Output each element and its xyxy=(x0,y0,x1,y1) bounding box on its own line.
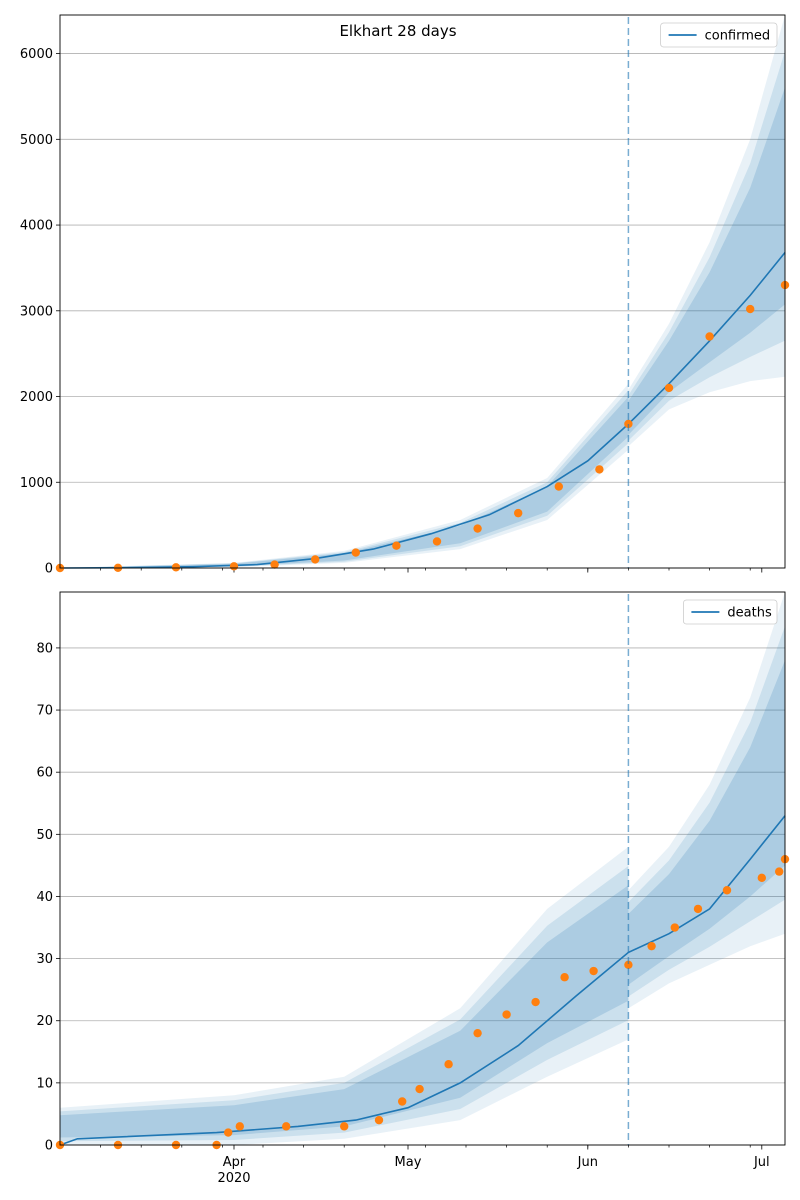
observed-point xyxy=(595,465,604,474)
y-tick-label: 20 xyxy=(36,1014,53,1029)
y-tick-label: 2000 xyxy=(20,390,53,405)
observed-point xyxy=(514,508,523,518)
uncertainty-band xyxy=(628,51,785,441)
observed-point xyxy=(473,524,482,533)
y-tick-label: 50 xyxy=(36,828,53,843)
x-tick-label: May xyxy=(395,1155,422,1170)
observed-point xyxy=(757,873,766,883)
x-tick-year-label: 2020 xyxy=(217,1171,250,1186)
confirmed-panel: 0 1000 2000 3000 4000 5000 6000 confirmed xyxy=(20,14,790,577)
observed-point xyxy=(398,1097,407,1106)
observed-point xyxy=(624,960,633,970)
observed-point xyxy=(270,560,279,569)
y-tick-label: 6000 xyxy=(20,47,53,62)
uncertainty-band xyxy=(60,885,629,1138)
observed-point xyxy=(473,1028,482,1038)
uncertainty-band xyxy=(60,866,629,1142)
observed-point xyxy=(311,555,320,564)
legend-box xyxy=(683,599,778,625)
y-tick-label: 1000 xyxy=(20,476,53,491)
observed-point xyxy=(775,867,784,876)
y-tick-label: 4000 xyxy=(20,219,53,234)
axes-frame xyxy=(59,14,786,569)
observed-point xyxy=(340,1122,349,1131)
y-tick-label: 5000 xyxy=(20,133,53,148)
y-tick-label: 80 xyxy=(36,641,53,656)
x-tick-label: Apr xyxy=(223,1155,246,1170)
y-tick-label: 0 xyxy=(45,1139,53,1154)
observed-point xyxy=(502,1010,511,1019)
uncertainty-band xyxy=(628,660,785,985)
observed-point xyxy=(693,904,703,914)
observed-point xyxy=(624,419,633,429)
observed-point xyxy=(560,973,569,982)
axes-frame xyxy=(59,591,786,1146)
observed-point xyxy=(531,997,540,1007)
y-tick-label: 10 xyxy=(36,1076,53,1091)
observed-point xyxy=(705,332,714,341)
observed-point xyxy=(224,1128,233,1137)
uncertainty-band xyxy=(628,626,785,997)
observed-point xyxy=(432,537,442,546)
observed-point xyxy=(374,1115,384,1125)
uncertainty-band xyxy=(628,15,785,447)
y-tick-label: 60 xyxy=(36,766,53,781)
x-tick-label: Jun xyxy=(577,1155,598,1170)
legend-label: deaths xyxy=(727,606,772,621)
y-tick-label: 3000 xyxy=(20,304,53,319)
uncertainty-band xyxy=(628,87,785,435)
y-tick-label: 40 xyxy=(36,890,53,905)
observed-point xyxy=(351,548,360,557)
legend-label: confirmed xyxy=(705,29,771,44)
observed-point xyxy=(722,886,732,895)
observed-point xyxy=(229,562,239,571)
observed-point xyxy=(554,482,563,491)
chart-title: Elkhart 28 days xyxy=(339,22,456,40)
x-tick-label: Jul xyxy=(753,1155,770,1170)
uncertainty-band xyxy=(60,383,629,568)
y-tick-label: 70 xyxy=(36,704,53,719)
observed-point xyxy=(670,923,679,932)
y-tick-label: 0 xyxy=(45,562,53,577)
observed-point xyxy=(415,1084,424,1094)
uncertainty-band xyxy=(628,592,785,1009)
observed-point xyxy=(664,383,674,393)
observed-point xyxy=(647,941,656,951)
observed-point xyxy=(589,966,598,976)
uncertainty-band xyxy=(60,390,629,568)
observed-point xyxy=(444,1060,453,1069)
uncertainty-band xyxy=(60,846,629,1145)
legend-box xyxy=(660,22,778,48)
observed-point xyxy=(171,563,181,572)
observed-point xyxy=(235,1122,244,1131)
observed-point xyxy=(282,1122,291,1131)
y-tick-label: 30 xyxy=(36,952,53,967)
observed-point xyxy=(746,304,755,314)
uncertainty-band xyxy=(60,396,629,568)
observed-point xyxy=(392,541,401,550)
series-line-confirmed xyxy=(59,251,786,569)
